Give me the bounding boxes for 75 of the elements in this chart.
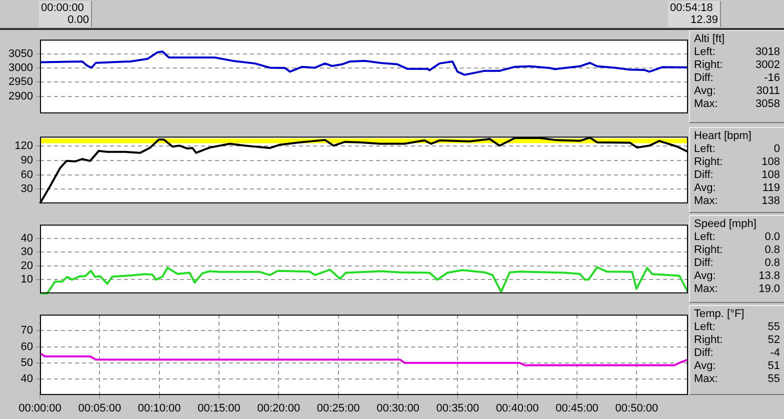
text: Avg: xyxy=(694,270,716,283)
text: 3018 xyxy=(756,46,780,59)
y-tick-label: 2900 xyxy=(8,90,33,102)
y-tick-label: 60 xyxy=(20,340,33,353)
text: 108 xyxy=(762,169,780,182)
x-tick-label: 00:00:00 xyxy=(18,402,62,415)
text: -16 xyxy=(764,72,780,85)
text: 19.0 xyxy=(758,283,780,296)
y-tick-label: 20 xyxy=(20,260,33,272)
text: Avg: xyxy=(694,85,716,98)
y-tick-label: 2950 xyxy=(8,76,33,88)
y-axis-title: Alti [ft] xyxy=(694,33,726,46)
text: 13.8 xyxy=(758,270,780,283)
text: Left: xyxy=(694,46,716,59)
text: 0.8 xyxy=(764,244,780,257)
text: 108 xyxy=(762,156,780,169)
text: Max: xyxy=(694,195,718,208)
x-tick-label: 00:50:00 xyxy=(615,402,658,415)
x-tick-label: 00:05:00 xyxy=(78,402,122,415)
text: Left: xyxy=(694,321,716,334)
text: Avg: xyxy=(694,182,716,195)
text: 12.39 xyxy=(689,14,718,26)
y-tick-label: 40 xyxy=(20,232,33,244)
y-tick-label: 30 xyxy=(20,183,33,196)
y-tick-label: 50 xyxy=(20,356,33,369)
y-tick-label: 3000 xyxy=(8,62,33,74)
text: 3058 xyxy=(756,98,780,111)
text: 0.8 xyxy=(764,257,780,270)
text: Left: xyxy=(694,143,716,156)
text: 0 xyxy=(774,143,780,156)
text: Max: xyxy=(694,283,718,296)
text: 00:00:00 xyxy=(41,2,85,14)
text: 55 xyxy=(768,321,780,334)
text: 3011 xyxy=(756,85,780,98)
text: Diff: xyxy=(694,72,714,85)
y-axis-title: Heart [bpm] xyxy=(694,130,752,143)
y-tick-label: 10 xyxy=(20,274,33,286)
text: 3002 xyxy=(756,59,780,72)
y-tick-label: 30 xyxy=(20,246,33,258)
y-tick-label: 70 xyxy=(20,324,33,337)
text: Diff: xyxy=(694,169,714,182)
y-tick-label: 60 xyxy=(20,168,33,181)
text: 0.0 xyxy=(764,231,780,244)
text: Left: xyxy=(694,231,716,244)
y-tick-label: 3050 xyxy=(8,48,33,60)
text: Right: xyxy=(694,244,723,257)
y-tick-label: 90 xyxy=(20,154,33,166)
text: Diff: xyxy=(694,257,714,270)
text: Max: xyxy=(694,98,718,111)
x-tick-label: 00:35:00 xyxy=(436,402,480,415)
text: 51 xyxy=(768,360,780,373)
text: 52 xyxy=(768,334,780,347)
text: Right: xyxy=(694,334,723,347)
y-tick-label: 40 xyxy=(20,372,33,385)
x-tick-label: 00:45:00 xyxy=(556,402,598,415)
x-tick-label: 00:40:00 xyxy=(496,402,539,415)
text: 00:54:18 xyxy=(670,2,714,14)
text: 119 xyxy=(762,182,780,195)
text: 55 xyxy=(768,373,780,386)
y-tick-label: 120 xyxy=(14,140,33,152)
text: -4 xyxy=(770,347,780,360)
x-tick-label: 00:25:00 xyxy=(316,402,360,415)
x-tick-label: 00:30:00 xyxy=(376,402,420,415)
text: 138 xyxy=(762,195,780,208)
x-tick-label: 00:15:00 xyxy=(198,402,240,415)
y-axis-title: Speed [mph] xyxy=(694,218,758,231)
text: Max: xyxy=(694,373,718,386)
text: Avg: xyxy=(694,360,716,373)
text: Right: xyxy=(694,59,723,72)
x-tick-label: 00:10:00 xyxy=(138,402,181,415)
text: 0.00 xyxy=(66,14,89,26)
y-axis-title: Temp. [°F] xyxy=(694,308,746,321)
x-tick-label: 00:20:00 xyxy=(257,402,300,415)
text: Diff: xyxy=(694,347,714,360)
text: Right: xyxy=(694,156,723,169)
